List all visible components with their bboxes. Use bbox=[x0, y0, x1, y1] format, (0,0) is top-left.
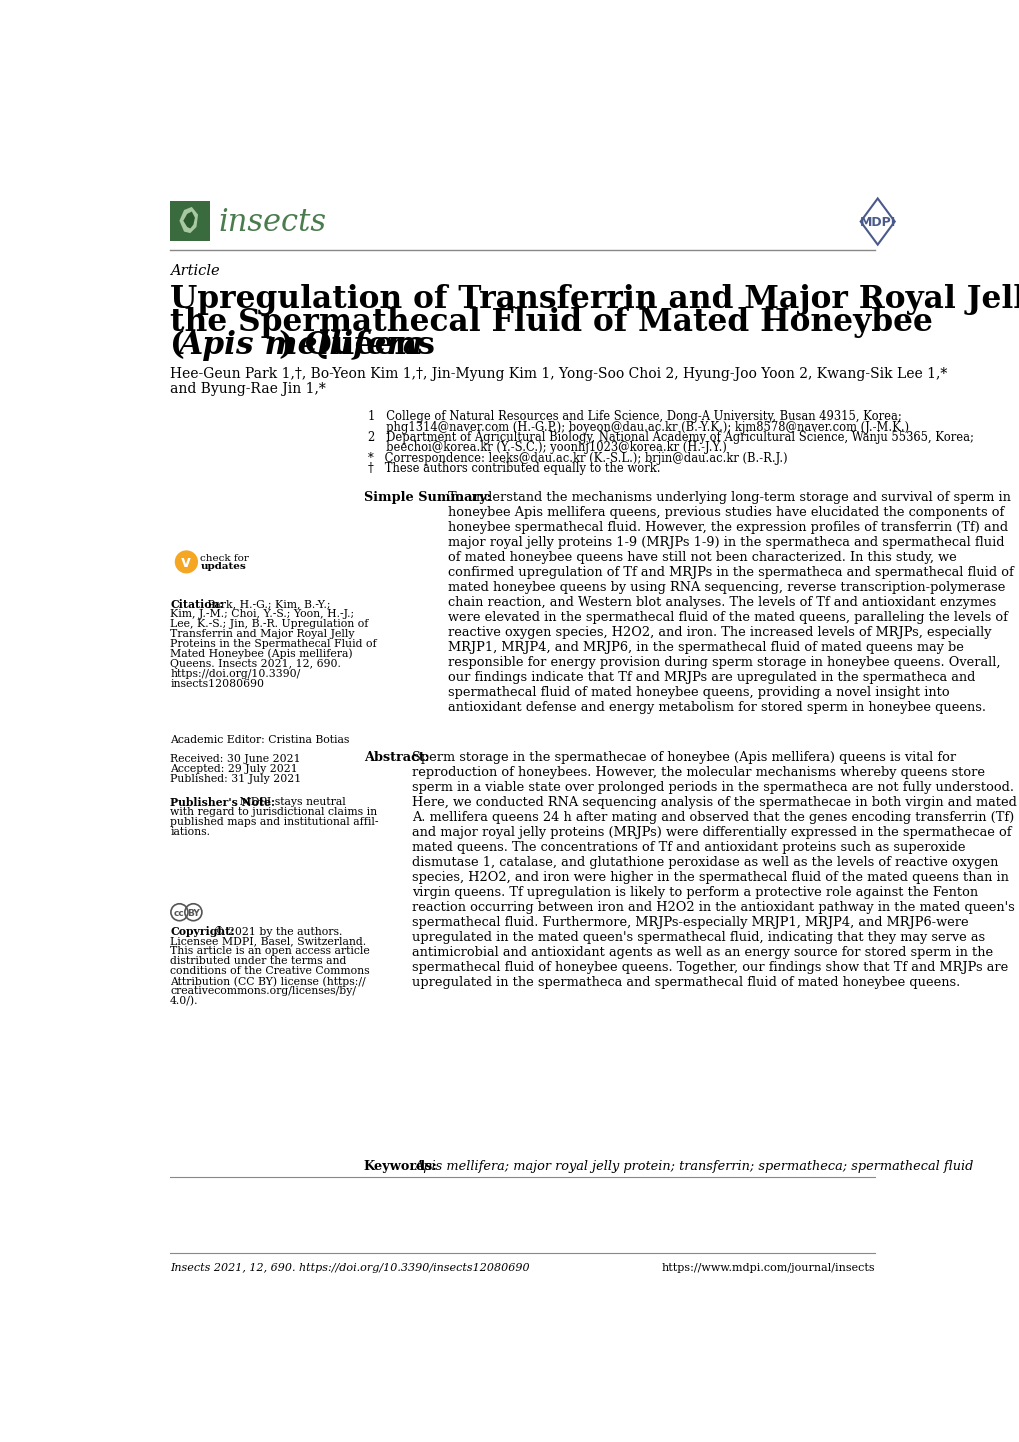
Bar bbox=[170, 200, 210, 241]
Text: Licensee MDPI, Basel, Switzerland.: Licensee MDPI, Basel, Switzerland. bbox=[170, 936, 366, 946]
Text: published maps and institutional affil-: published maps and institutional affil- bbox=[170, 816, 378, 826]
Text: Keywords:: Keywords: bbox=[364, 1161, 437, 1174]
Text: Proteins in the Spermathecal Fluid of: Proteins in the Spermathecal Fluid of bbox=[170, 639, 376, 649]
Text: Park, H.-G.; Kim, B.-Y.;: Park, H.-G.; Kim, B.-Y.; bbox=[204, 598, 330, 609]
Text: Insects 2021, 12, 690. https://doi.org/10.3390/insects12080690: Insects 2021, 12, 690. https://doi.org/1… bbox=[170, 1263, 529, 1273]
Text: Mated Honeybee (Apis mellifera): Mated Honeybee (Apis mellifera) bbox=[170, 649, 353, 659]
Text: Abstract:: Abstract: bbox=[364, 750, 429, 764]
Text: Copyright:: Copyright: bbox=[170, 926, 234, 937]
Text: iations.: iations. bbox=[170, 826, 210, 836]
Text: https://doi.org/10.3390/: https://doi.org/10.3390/ bbox=[170, 669, 300, 679]
Text: v: v bbox=[180, 555, 191, 570]
Text: 1   College of Natural Resources and Life Science, Dong-A University, Busan 4931: 1 College of Natural Resources and Life … bbox=[368, 410, 901, 423]
Text: and Byung-Rae Jin 1,*: and Byung-Rae Jin 1,* bbox=[170, 382, 325, 395]
Text: conditions of the Creative Commons: conditions of the Creative Commons bbox=[170, 966, 370, 976]
Text: *   Correspondence: leeks@dau.ac.kr (K.-S.L.); brjin@dau.ac.kr (B.-R.J.): * Correspondence: leeks@dau.ac.kr (K.-S.… bbox=[368, 451, 787, 464]
Text: †   These authors contributed equally to the work.: † These authors contributed equally to t… bbox=[368, 463, 659, 476]
Polygon shape bbox=[183, 212, 195, 228]
Text: insects12080690: insects12080690 bbox=[170, 679, 264, 689]
Polygon shape bbox=[179, 206, 198, 234]
Text: Received: 30 June 2021: Received: 30 June 2021 bbox=[170, 754, 301, 764]
Text: the Spermathecal Fluid of Mated Honeybee: the Spermathecal Fluid of Mated Honeybee bbox=[170, 307, 932, 337]
Text: MDPI: MDPI bbox=[859, 216, 895, 229]
Text: 4.0/).: 4.0/). bbox=[170, 996, 199, 1007]
Text: Publisher's Note:: Publisher's Note: bbox=[170, 797, 275, 808]
Text: This article is an open access article: This article is an open access article bbox=[170, 946, 370, 956]
Text: MDPI stays neutral: MDPI stays neutral bbox=[235, 797, 345, 806]
Text: Simple Summary:: Simple Summary: bbox=[364, 492, 491, 505]
Text: Sperm storage in the spermathecae of honeybee (Apis mellifera) queens is vital f: Sperm storage in the spermathecae of hon… bbox=[412, 750, 1016, 989]
Text: Citation:: Citation: bbox=[170, 598, 223, 610]
Text: Apis mellifera; major royal jelly protein; transferrin; spermatheca; spermatheca: Apis mellifera; major royal jelly protei… bbox=[415, 1161, 973, 1174]
Text: Lee, K.-S.; Jin, B.-R. Upregulation of: Lee, K.-S.; Jin, B.-R. Upregulation of bbox=[170, 619, 368, 629]
Text: updates: updates bbox=[200, 562, 246, 571]
Text: Attribution (CC BY) license (https://: Attribution (CC BY) license (https:// bbox=[170, 976, 366, 986]
Text: ) Queens: ) Queens bbox=[279, 330, 435, 360]
Text: Upregulation of Transferrin and Major Royal Jelly Proteins in: Upregulation of Transferrin and Major Ro… bbox=[170, 284, 1019, 314]
Text: Article: Article bbox=[170, 264, 219, 278]
Text: phg1314@naver.com (H.-G.P.); boyeon@dau.ac.kr (B.-Y.K.); kjm8578@naver.com (J.-M: phg1314@naver.com (H.-G.P.); boyeon@dau.… bbox=[368, 421, 908, 434]
Text: Accepted: 29 July 2021: Accepted: 29 July 2021 bbox=[170, 764, 298, 774]
Circle shape bbox=[174, 551, 198, 574]
Text: 2   Department of Agricultural Biology, National Academy of Agricultural Science: 2 Department of Agricultural Biology, Na… bbox=[368, 431, 973, 444]
Text: insects: insects bbox=[218, 206, 326, 238]
Text: (: ( bbox=[170, 330, 184, 360]
Text: Academic Editor: Cristina Botias: Academic Editor: Cristina Botias bbox=[170, 735, 350, 746]
Text: To understand the mechanisms underlying long-term storage and survival of sperm : To understand the mechanisms underlying … bbox=[447, 492, 1012, 714]
Text: Hee-Geun Park 1,†, Bo-Yeon Kim 1,†, Jin-Myung Kim 1, Yong-Soo Choi 2, Hyung-Joo : Hee-Geun Park 1,†, Bo-Yeon Kim 1,†, Jin-… bbox=[170, 368, 947, 381]
Text: © 2021 by the authors.: © 2021 by the authors. bbox=[210, 926, 342, 937]
Text: check for: check for bbox=[200, 554, 249, 562]
Text: Apis mellifera: Apis mellifera bbox=[178, 330, 424, 360]
Text: distributed under the terms and: distributed under the terms and bbox=[170, 956, 346, 966]
Text: Published: 31 July 2021: Published: 31 July 2021 bbox=[170, 774, 301, 784]
Text: beechoi@korea.kr (Y.-S.C.); yoonhj1023@korea.kr (H.-J.Y.): beechoi@korea.kr (Y.-S.C.); yoonhj1023@k… bbox=[368, 441, 726, 454]
Text: cc: cc bbox=[174, 908, 184, 917]
Text: https://www.mdpi.com/journal/insects: https://www.mdpi.com/journal/insects bbox=[661, 1263, 874, 1273]
Text: BY: BY bbox=[186, 908, 200, 917]
Text: Transferrin and Major Royal Jelly: Transferrin and Major Royal Jelly bbox=[170, 629, 355, 639]
Text: Kim, J.-M.; Choi, Y.-S.; Yoon, H.-J.;: Kim, J.-M.; Choi, Y.-S.; Yoon, H.-J.; bbox=[170, 609, 354, 619]
Text: with regard to jurisdictional claims in: with regard to jurisdictional claims in bbox=[170, 806, 377, 816]
Text: creativecommons.org/licenses/by/: creativecommons.org/licenses/by/ bbox=[170, 986, 356, 996]
Text: Queens. Insects 2021, 12, 690.: Queens. Insects 2021, 12, 690. bbox=[170, 659, 340, 669]
